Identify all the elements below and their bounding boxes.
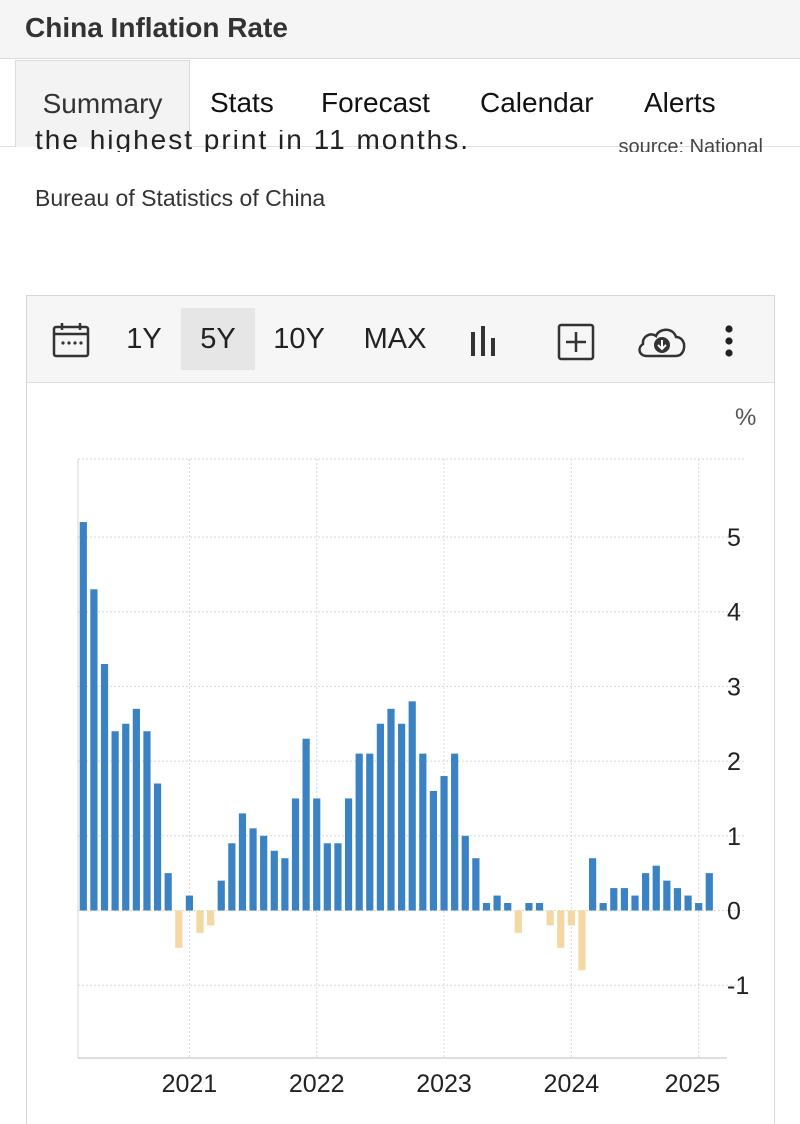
y-tick-label: 3 [727,673,741,701]
chart-bar [705,873,713,911]
chart-bar [143,731,151,911]
chart-bar [122,723,130,911]
y-tick-label: 2 [727,748,741,776]
chart-bar [695,903,703,911]
chart-bar [281,858,289,911]
chart-bar [185,895,194,911]
y-tick-label: 1 [727,823,741,851]
chart-bar [387,708,395,911]
range-10y-button[interactable]: 10Y [273,323,325,355]
chart-bar [642,873,650,911]
chart-bar [217,880,225,911]
download-cloud-icon[interactable] [635,324,689,365]
chart-panel: 1Y 5Y 10Y MAX [26,295,775,1124]
chart-bar [100,663,109,911]
page-title: China Inflation Rate [25,12,288,43]
chart-bar [355,753,363,911]
chart-bar [461,835,469,911]
unit-label: % [735,404,757,431]
header-bar: China Inflation Rate [0,0,800,59]
x-tick-label: 2025 [665,1070,721,1098]
chart-bar [493,895,501,911]
chart-bar [610,888,618,911]
description-text: the highest print in 11 months. [35,130,471,152]
description-source: source: National [618,136,763,152]
description-source-name: Bureau of Statistics of China [35,185,326,211]
chart-bar [79,522,87,911]
chart-bar [482,903,491,911]
chart-bar [546,910,554,926]
y-tick-label: 5 [727,524,741,552]
y-tick-label: 0 [727,898,741,926]
chart-bar [567,910,575,926]
chart-bar [313,798,321,911]
tab-stats[interactable]: Stats [210,87,274,118]
chart-bar [366,753,374,911]
chart-bar [599,903,607,911]
chart-bar [238,813,247,911]
chart-bar [429,790,438,911]
chart-bar [90,589,98,911]
chart-bar [684,895,692,911]
chart-bar [334,843,342,911]
chart-bar [260,835,268,911]
chart-bar [302,738,310,911]
chart-bar [631,895,639,911]
chart-bar [398,723,406,911]
chart-bar [323,843,331,911]
chart-bar [249,828,257,911]
chart-bar [652,865,660,911]
y-tick-label: 4 [727,599,741,627]
chart-bar [514,910,522,933]
chart-bar [451,753,459,911]
chart-bar [440,776,448,911]
chart-bar [175,910,183,948]
y-tick-label: -1 [727,972,749,1000]
tab-alerts[interactable]: Alerts [644,87,716,118]
x-tick-label: 2024 [544,1070,600,1098]
tab-summary[interactable]: Summary [15,60,190,147]
chart-bar [228,843,236,911]
chart-bar [535,903,544,911]
description-clipped-line: the highest print in 11 months. source: … [35,130,775,152]
chart-bar [344,798,353,911]
chart-bar [111,731,119,911]
tab-bar: Summary Stats Forecast Calendar Alerts [0,60,800,147]
chart-bar [525,903,533,911]
chart-bar [153,783,162,911]
bar-chart-icon[interactable] [467,326,503,363]
range-1y-button[interactable]: 1Y [126,323,162,355]
x-tick-label: 2022 [289,1070,345,1098]
chart-bar [673,888,682,911]
chart-bar [270,850,278,911]
range-5y-button[interactable]: 5Y [181,308,255,370]
chart-bar [588,858,597,911]
range-max-button[interactable]: MAX [363,323,427,355]
chart-bar [663,880,671,911]
chart-bar [408,701,416,911]
inflation-bar-chart: 5 4 3 2 1 0 -1 2021 2022 2023 2024 2025 [77,458,749,1098]
chart-bar [196,910,204,933]
chart-bar [291,798,300,911]
chart-toolbar: 1Y 5Y 10Y MAX [27,296,774,383]
add-icon[interactable] [557,323,595,366]
chart-bar [132,708,140,911]
more-vert-icon[interactable] [723,324,735,365]
chart-bar [419,753,427,911]
chart-bar [164,873,172,911]
chart-bar [578,910,586,971]
calendar-icon[interactable] [51,320,91,365]
chart-bar [376,723,384,911]
x-tick-label: 2021 [162,1070,218,1098]
chart-bar [557,910,565,948]
chart-bar [504,903,512,911]
tab-calendar[interactable]: Calendar [480,87,594,118]
chart-bar [620,888,629,911]
x-tick-label: 2023 [416,1070,472,1098]
tab-forecast[interactable]: Forecast [321,87,430,118]
chart-bar [472,858,480,911]
chart-bar [207,910,215,926]
